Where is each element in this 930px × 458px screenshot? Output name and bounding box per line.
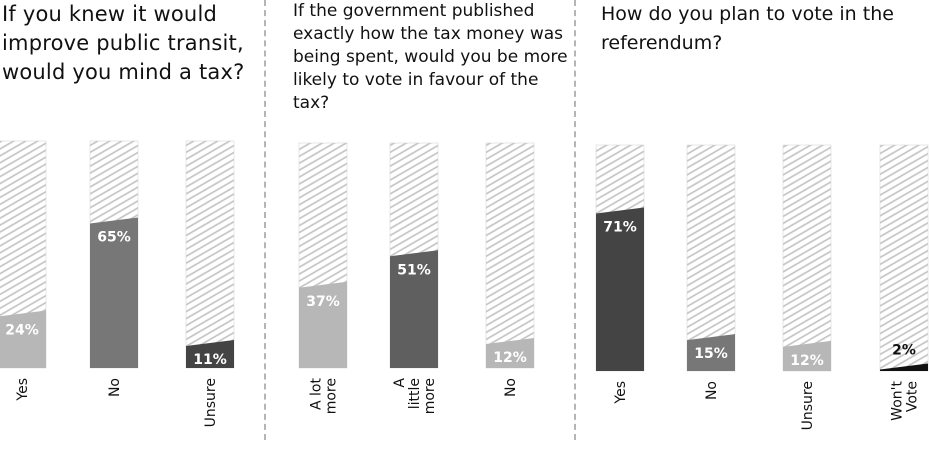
data-label: 12% — [790, 353, 824, 369]
bar-track — [485, 142, 535, 369]
chart-1-bar-group-3: 11% Unsure — [185, 140, 235, 427]
bar — [299, 281, 347, 368]
chart-3-bar-group-4: 2% Won'tVote — [879, 144, 929, 421]
chart-2-bar-group-3: 12% No — [485, 142, 535, 397]
data-label: 71% — [603, 220, 637, 236]
bar — [783, 340, 831, 371]
chart-3-bar-group-1: 71% Yes — [595, 144, 645, 405]
chart-1-title: If you knew it would improve public tran… — [2, 2, 245, 84]
chart-2-title: If the government published exactly how … — [293, 1, 568, 113]
category-label: No — [107, 378, 123, 397]
category-label: Unsure — [800, 381, 816, 430]
data-label: 65% — [97, 229, 131, 245]
bar-track — [879, 144, 929, 372]
chart-2-bar-group-2: 51% Alittlemore — [389, 142, 439, 415]
data-label: 24% — [5, 323, 39, 339]
bar — [687, 334, 735, 371]
category-label: A lotmore — [309, 378, 340, 415]
data-label: 37% — [306, 294, 340, 310]
category-label: Yes — [15, 378, 31, 402]
bar — [390, 250, 438, 368]
chart-3-bar-group-3: 12% Unsure — [782, 144, 832, 430]
data-label: 11% — [193, 352, 227, 368]
bar — [880, 363, 928, 371]
data-label: 12% — [493, 350, 527, 366]
bar-track — [782, 144, 832, 372]
bar — [596, 207, 644, 371]
bar-track — [686, 144, 736, 372]
chart-3-bar-group-2: 15% No — [686, 144, 736, 400]
chart-1-bar-group-1: 24% Yes — [0, 140, 47, 402]
chart-2-bar-group-1: 37% A lotmore — [298, 142, 348, 415]
category-label: Yes — [613, 381, 629, 405]
category-label: Won'tVote — [890, 381, 921, 421]
bar — [486, 338, 534, 368]
column-divider-1 — [264, 0, 266, 440]
data-label: 51% — [397, 262, 431, 278]
bar — [186, 340, 234, 368]
bar-track — [185, 140, 235, 369]
data-label: 2% — [892, 342, 916, 358]
chart-3-title: How do you plan to vote in the referendu… — [601, 3, 894, 54]
category-label: No — [704, 381, 720, 400]
category-label: Alittlemore — [392, 378, 438, 415]
category-label: No — [503, 378, 519, 397]
data-label: 15% — [694, 346, 728, 362]
column-divider-2 — [574, 0, 576, 440]
category-label: Unsure — [203, 378, 219, 427]
bar — [90, 217, 138, 368]
bar — [0, 310, 46, 368]
chart-1-bar-group-2: 65% No — [89, 140, 139, 397]
